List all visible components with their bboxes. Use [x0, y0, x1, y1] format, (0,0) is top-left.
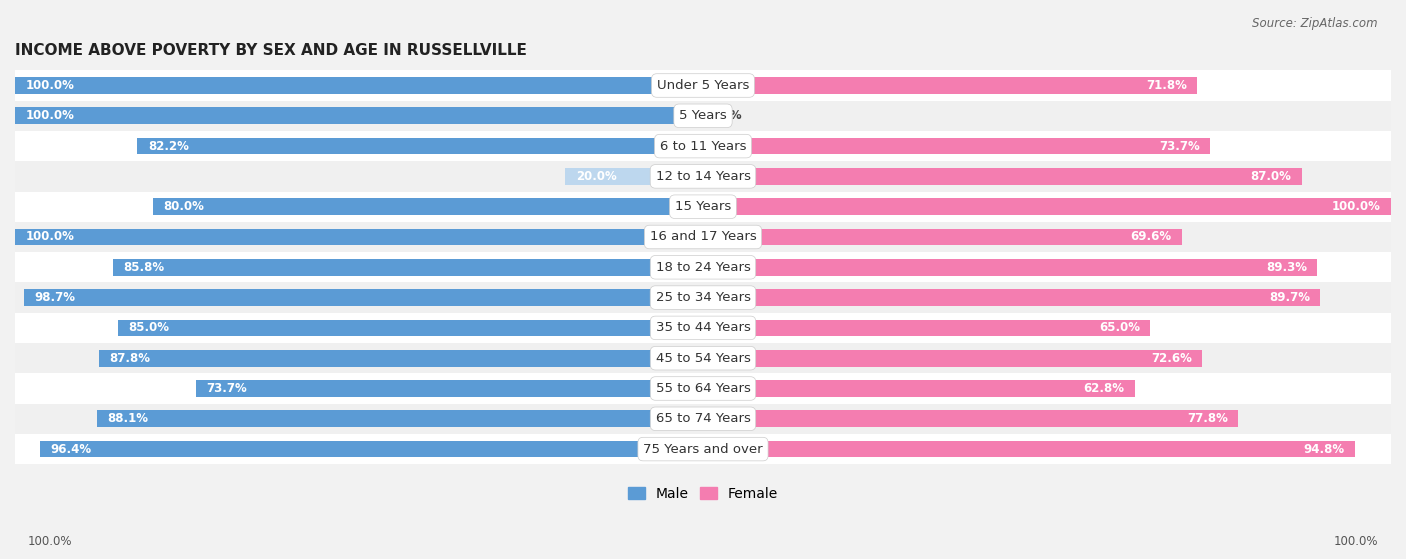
Legend: Male, Female: Male, Female [623, 481, 783, 506]
Bar [15, 373, 1391, 404]
Text: 88.1%: 88.1% [107, 413, 148, 425]
Bar [15, 192, 1391, 222]
Text: 69.6%: 69.6% [1130, 230, 1171, 244]
Bar [703, 229, 1182, 245]
Bar [112, 259, 703, 276]
Text: Source: ZipAtlas.com: Source: ZipAtlas.com [1253, 17, 1378, 30]
Text: 16 and 17 Years: 16 and 17 Years [650, 230, 756, 244]
Text: 87.8%: 87.8% [110, 352, 150, 364]
Bar [98, 350, 703, 367]
Bar [15, 312, 1391, 343]
Text: 100.0%: 100.0% [25, 110, 75, 122]
Text: 73.7%: 73.7% [1159, 140, 1199, 153]
Text: 98.7%: 98.7% [34, 291, 76, 304]
Bar [15, 282, 1391, 312]
Text: 73.7%: 73.7% [207, 382, 247, 395]
Text: 72.6%: 72.6% [1152, 352, 1192, 364]
Bar [15, 343, 1391, 373]
Text: 0.0%: 0.0% [710, 110, 742, 122]
Text: 15 Years: 15 Years [675, 200, 731, 213]
Text: 82.2%: 82.2% [148, 140, 188, 153]
Bar [565, 168, 703, 184]
Bar [195, 380, 703, 397]
Text: 100.0%: 100.0% [25, 230, 75, 244]
Text: INCOME ABOVE POVERTY BY SEX AND AGE IN RUSSELLVILLE: INCOME ABOVE POVERTY BY SEX AND AGE IN R… [15, 43, 527, 58]
Bar [15, 77, 703, 94]
Text: 85.8%: 85.8% [122, 261, 165, 274]
Bar [703, 380, 1135, 397]
Bar [138, 138, 703, 154]
Text: 5 Years: 5 Years [679, 110, 727, 122]
Text: 85.0%: 85.0% [128, 321, 170, 334]
Bar [15, 101, 1391, 131]
Text: 100.0%: 100.0% [25, 79, 75, 92]
Bar [15, 229, 703, 245]
Text: 87.0%: 87.0% [1250, 170, 1291, 183]
Bar [703, 289, 1320, 306]
Bar [703, 138, 1211, 154]
Bar [15, 161, 1391, 192]
Text: 80.0%: 80.0% [163, 200, 204, 213]
Text: 94.8%: 94.8% [1303, 443, 1346, 456]
Text: 89.3%: 89.3% [1265, 261, 1308, 274]
Text: 89.7%: 89.7% [1268, 291, 1310, 304]
Bar [39, 440, 703, 457]
Bar [15, 70, 1391, 101]
Text: 62.8%: 62.8% [1084, 382, 1125, 395]
Bar [703, 77, 1197, 94]
Bar [703, 320, 1150, 336]
Bar [703, 198, 1391, 215]
Text: 71.8%: 71.8% [1146, 79, 1187, 92]
Bar [15, 404, 1391, 434]
Text: 100.0%: 100.0% [1331, 200, 1381, 213]
Bar [15, 107, 703, 124]
Text: 45 to 54 Years: 45 to 54 Years [655, 352, 751, 364]
Bar [118, 320, 703, 336]
Text: 35 to 44 Years: 35 to 44 Years [655, 321, 751, 334]
Text: 75 Years and over: 75 Years and over [643, 443, 763, 456]
Text: 55 to 64 Years: 55 to 64 Years [655, 382, 751, 395]
Bar [703, 168, 1302, 184]
Bar [15, 434, 1391, 464]
Bar [97, 410, 703, 427]
Bar [703, 259, 1317, 276]
Text: 100.0%: 100.0% [28, 535, 73, 548]
Bar [153, 198, 703, 215]
Bar [24, 289, 703, 306]
Bar [15, 222, 1391, 252]
Text: 65.0%: 65.0% [1099, 321, 1140, 334]
Bar [703, 350, 1202, 367]
Text: 100.0%: 100.0% [1333, 535, 1378, 548]
Text: 77.8%: 77.8% [1187, 413, 1227, 425]
Bar [15, 131, 1391, 161]
Text: 96.4%: 96.4% [51, 443, 91, 456]
Text: 65 to 74 Years: 65 to 74 Years [655, 413, 751, 425]
Text: 12 to 14 Years: 12 to 14 Years [655, 170, 751, 183]
Text: 6 to 11 Years: 6 to 11 Years [659, 140, 747, 153]
Text: 20.0%: 20.0% [575, 170, 616, 183]
Bar [703, 440, 1355, 457]
Text: 18 to 24 Years: 18 to 24 Years [655, 261, 751, 274]
Text: 25 to 34 Years: 25 to 34 Years [655, 291, 751, 304]
Bar [15, 252, 1391, 282]
Bar [703, 410, 1239, 427]
Text: Under 5 Years: Under 5 Years [657, 79, 749, 92]
